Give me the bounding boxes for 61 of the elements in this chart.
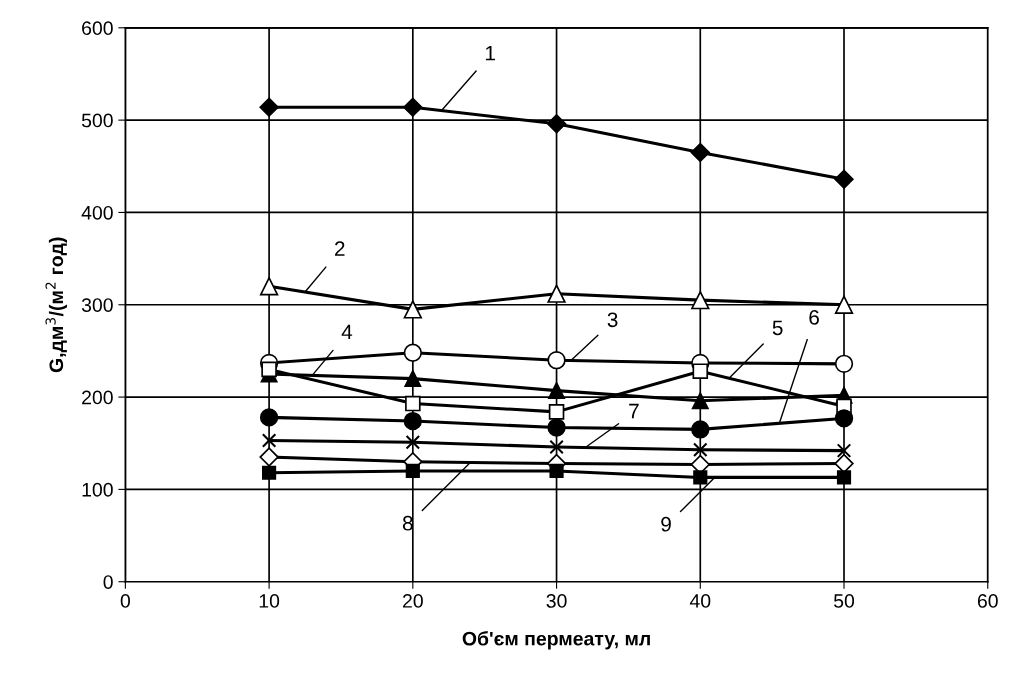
point [691, 392, 709, 410]
text: 1 [485, 46, 495, 61]
point [547, 418, 566, 437]
series-label: 4 [341, 324, 353, 340]
text: 6 [809, 309, 819, 325]
point [546, 114, 567, 134]
point [405, 435, 421, 450]
point [834, 169, 854, 189]
point [403, 411, 422, 431]
point [691, 420, 710, 439]
point [403, 343, 422, 362]
point [692, 363, 709, 380]
point [834, 295, 854, 314]
series-label: 9 [661, 516, 671, 532]
x-axis-title: Об'єм пермеату, мл [462, 631, 650, 650]
y-tick-label: 100 [82, 482, 113, 497]
y-axis-title: G,дм$^{3}$/(м$^{2}$ год) [45, 237, 68, 373]
point [405, 395, 421, 412]
point [693, 470, 708, 485]
point [261, 433, 277, 448]
y-tick-label: 300 [81, 298, 113, 312]
point [834, 354, 854, 374]
y-tick-label: 200 [82, 390, 113, 405]
point [403, 300, 422, 319]
point [259, 447, 279, 467]
point [691, 290, 710, 310]
point [405, 463, 420, 479]
point [259, 277, 279, 296]
point [693, 442, 708, 457]
series-label: 2 [335, 241, 345, 256]
point [549, 463, 564, 479]
text: 5 [772, 320, 783, 336]
series-label: 3 [607, 312, 618, 328]
y-tick-label: 0 [103, 575, 113, 589]
point [836, 470, 852, 485]
point [836, 443, 852, 458]
point [259, 97, 279, 117]
point [547, 284, 566, 303]
point [547, 350, 566, 370]
point [259, 408, 279, 427]
point [834, 409, 854, 428]
point [548, 404, 565, 420]
x-tick-label: 20 [402, 594, 423, 608]
point [548, 382, 566, 400]
x-tick-label: 10 [259, 594, 280, 608]
point [404, 370, 422, 388]
x-tick-label: 40 [689, 594, 711, 608]
x-tick-label: 60 [977, 594, 998, 608]
x-tick-label: 50 [833, 594, 855, 608]
y-tick-label: 400 [81, 205, 113, 220]
point [690, 142, 710, 163]
point [549, 439, 564, 455]
text: 8 [402, 515, 413, 531]
series-label: 7 [629, 403, 639, 419]
y-tick-label: 600 [82, 21, 113, 36]
point [262, 465, 277, 480]
x-tick-label: 30 [546, 594, 567, 608]
point [403, 97, 423, 117]
x-tick-label: 0 [120, 594, 131, 608]
point [261, 361, 277, 378]
y-tick-label: 500 [81, 113, 113, 128]
